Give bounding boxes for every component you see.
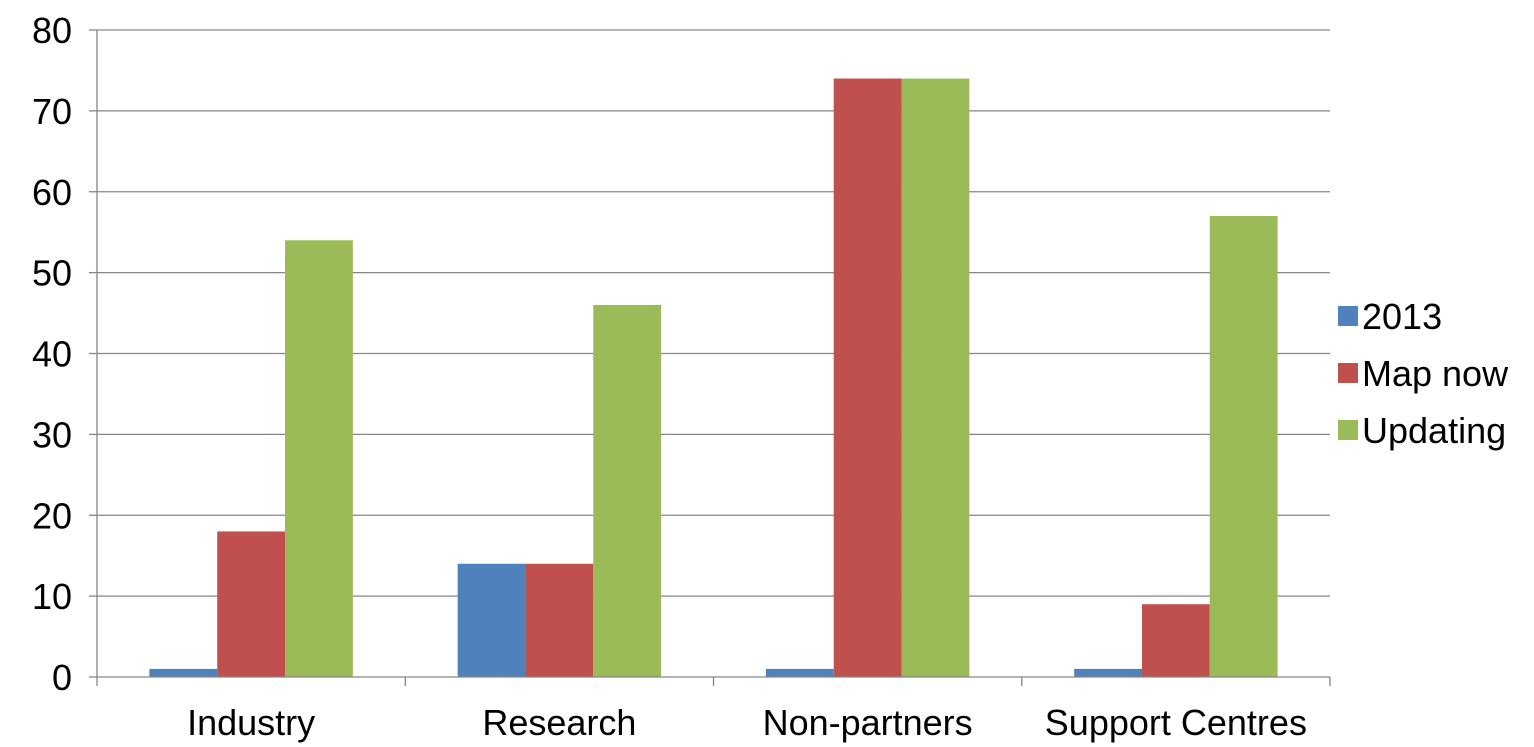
bar-2013 [765,668,834,677]
bar-updating [901,78,970,677]
y-tick-label: 30 [32,414,72,455]
legend: 2013 Map now Updating [1338,296,1509,451]
bar-map-now [217,531,286,677]
bar-updating [593,304,662,677]
x-tick-label: Industry [187,702,315,743]
x-axis-ticks: Industry Research Non-partners Support Cent… [187,702,1307,743]
legend-swatch [1338,306,1358,326]
y-tick-label: 10 [32,576,72,617]
y-tick-label: 0 [52,657,72,698]
y-tick-label: 60 [32,172,72,213]
gridlines [97,29,1330,597]
x-tick-label: Research [482,702,636,743]
bar-map-now [525,563,594,677]
y-tick-label: 20 [32,495,72,536]
legend-label: 2013 [1362,296,1442,337]
bar-2013 [1074,668,1142,677]
axes [89,29,1331,686]
bar-2013 [457,563,526,677]
y-tick-label: 80 [32,10,72,51]
legend-swatch [1338,420,1358,440]
legend-label: Updating [1362,410,1506,451]
bar-map-now [1141,604,1210,677]
y-tick-label: 40 [32,334,72,375]
bar-map-now [833,78,902,677]
bar-updating [1209,216,1278,677]
bars [149,78,1278,677]
legend-label: Map now [1362,353,1509,394]
x-tick-label: Support Centres [1045,702,1307,743]
x-tick-label: Non-partners [763,702,973,743]
y-axis-ticks: 0 10 20 30 40 50 60 70 80 [32,10,72,698]
legend-swatch [1338,363,1358,383]
y-tick-label: 50 [32,253,72,294]
y-tick-label: 70 [32,91,72,132]
bar-2013 [149,668,218,677]
bar-updating [285,240,353,677]
